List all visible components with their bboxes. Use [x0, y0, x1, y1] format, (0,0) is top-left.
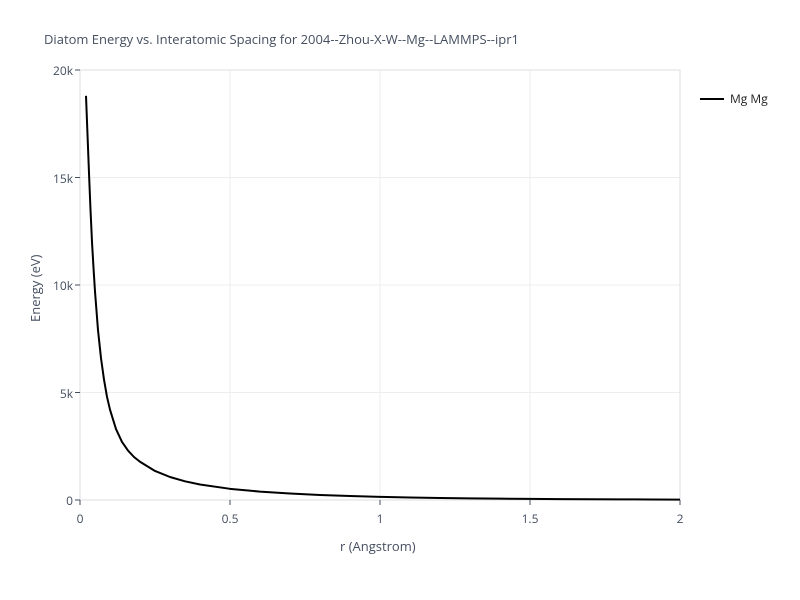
x-tick-label: 0.5: [215, 510, 245, 527]
legend-item[interactable]: Mg Mg: [700, 90, 768, 107]
x-tick-label: 1.5: [515, 510, 545, 527]
legend-label: Mg Mg: [730, 90, 768, 107]
y-tick-label: 20k: [35, 62, 73, 79]
legend-swatch: [700, 98, 724, 100]
x-tick-label: 2: [665, 510, 695, 527]
y-tick-label: 0: [35, 492, 73, 509]
x-tick-label: 0: [65, 510, 95, 527]
y-tick-label: 15k: [35, 170, 73, 187]
series-line: [86, 96, 680, 500]
x-tick-label: 1: [365, 510, 395, 527]
y-tick-label: 5k: [35, 385, 73, 402]
y-tick-label: 10k: [35, 277, 73, 294]
